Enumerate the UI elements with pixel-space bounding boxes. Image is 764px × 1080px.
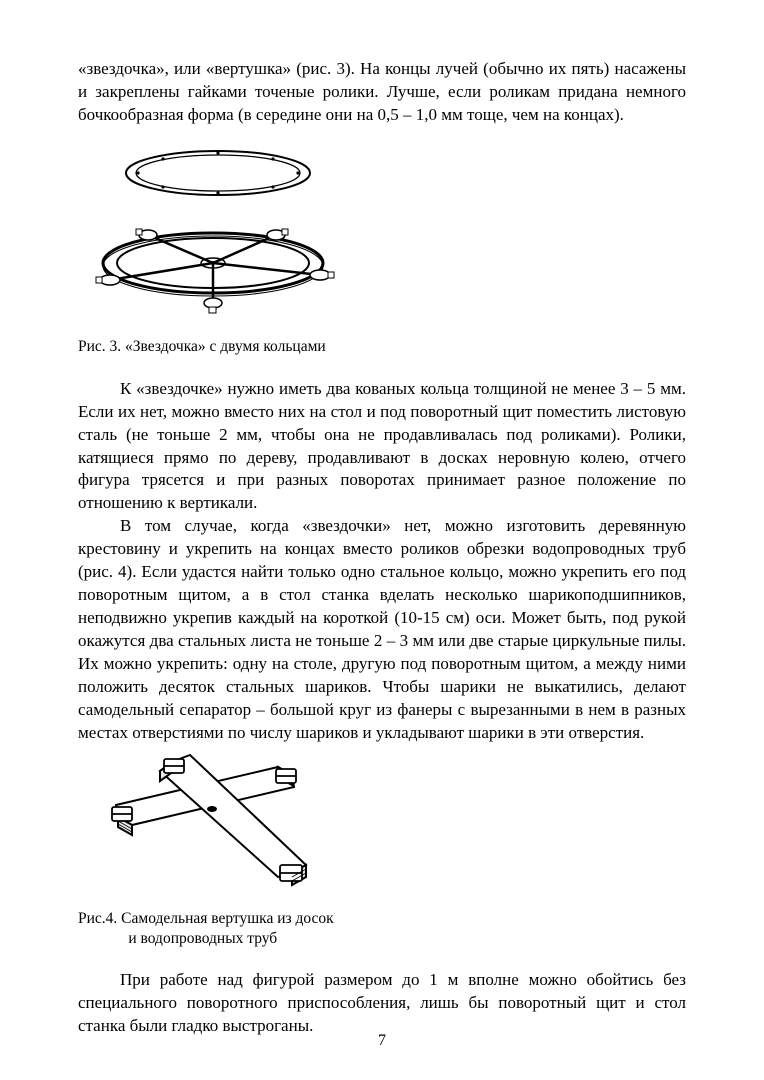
figure-3-block: Рис. 3. «Звездочка» с двумя кольцами [78,135,686,358]
paragraph-1: «звездочка», или «вертушка» (рис. 3). На… [78,58,686,127]
figure-3-image [78,135,346,333]
figure-4-block: Рис.4. Самодельная вертушка из досок и в… [78,753,686,949]
figure-4-image [78,753,346,905]
figure-4-caption: Рис.4. Самодельная вертушка из досок и в… [78,909,686,949]
page-number: 7 [0,1030,764,1052]
paragraph-4: При работе над фигурой размером до 1 м в… [78,969,686,1038]
figure-4-caption-line2: и водопроводных труб [128,930,277,947]
paragraph-2: К «звездочке» нужно иметь два кованых ко… [78,378,686,516]
paragraph-3: В том случае, когда «звездочки» нет, мож… [78,515,686,744]
figure-3-caption: Рис. 3. «Звездочка» с двумя кольцами [78,337,686,358]
figure-4-caption-line1: Рис.4. Самодельная вертушка из досок [78,910,334,927]
